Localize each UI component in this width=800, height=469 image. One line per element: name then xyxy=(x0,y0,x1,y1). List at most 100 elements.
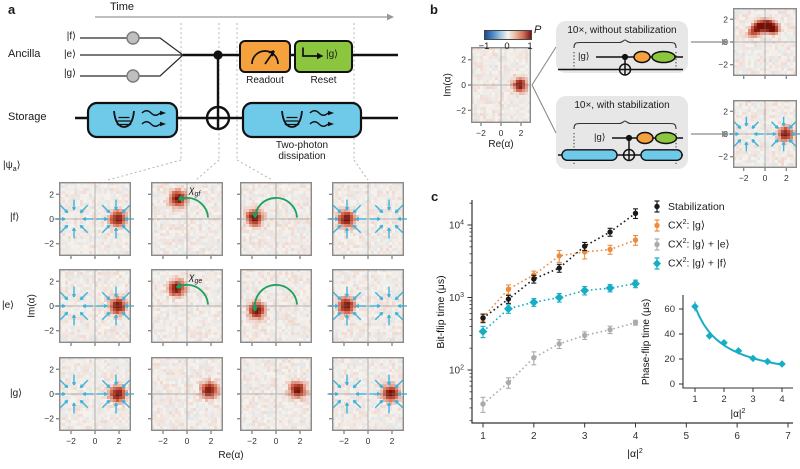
control-dot xyxy=(213,50,223,60)
wigner-colorbar xyxy=(484,30,532,40)
svg-text:4: 4 xyxy=(633,431,639,442)
meter-icon xyxy=(251,50,279,65)
psi-ancilla-label: |ψa⟩ xyxy=(3,160,21,173)
svg-text:104: 104 xyxy=(449,220,464,232)
reset-to-g-icon xyxy=(302,47,324,60)
svg-text:7: 7 xyxy=(785,431,791,442)
legend-label: CX2: |g⟩ + |e⟩ xyxy=(668,238,730,251)
wigner-cell-r1c3 xyxy=(324,264,407,351)
storage-dissipation-boxes xyxy=(86,101,363,139)
panel-b-re-axis-label: Re(α) xyxy=(488,139,514,150)
ancilla-label: Ancilla xyxy=(8,48,41,60)
cavity-well-icon xyxy=(113,110,166,128)
reset-label: Reset xyxy=(310,75,337,86)
wigner-b-initial xyxy=(451,42,534,140)
level-e-label: |e⟩ xyxy=(63,49,76,60)
svg-text:2: 2 xyxy=(721,394,726,405)
legend-marker-icon xyxy=(654,238,660,251)
legend-item-3: CX2: |g⟩ + |f⟩ xyxy=(651,254,730,273)
legend-label: CX2: |g⟩ + |f⟩ xyxy=(668,257,727,270)
svg-text:0: 0 xyxy=(670,379,675,390)
legend-marker-icon xyxy=(653,257,661,270)
svg-text:Phase-flip time (μs): Phase-flip time (μs) xyxy=(641,299,652,385)
readout-box xyxy=(239,40,291,73)
svg-text:103: 103 xyxy=(449,292,464,304)
wigner-cell-r1c2 xyxy=(232,264,315,351)
cnot-target-icon xyxy=(205,105,231,131)
svg-text:5: 5 xyxy=(684,431,690,442)
without-stabilization-title: 10×, without stabilization xyxy=(567,25,677,36)
dissipation-label-line1: Two-photon xyxy=(275,140,329,151)
panel-c-label: c xyxy=(431,189,439,204)
legend-item-1: CX2: |g⟩ xyxy=(651,216,730,235)
colorbar-p-label: P xyxy=(534,24,542,36)
svg-text:3: 3 xyxy=(582,431,588,442)
chart-legend: Stabilization CX2: |g⟩ CX2: |g⟩ + |e⟩ CX2: … xyxy=(651,197,730,273)
wigner-cell-r0c0 xyxy=(39,177,134,264)
svg-text:102: 102 xyxy=(449,365,464,377)
svg-text:20: 20 xyxy=(664,354,675,365)
chi-rotation-label: χge xyxy=(189,272,203,285)
bit-flip-time-chart: 1 2 3 4 5 6 7 |α|2 102 103 104 Bit-flip time (μs) 1 2… xyxy=(435,200,793,460)
reset-box xyxy=(294,40,353,73)
grid-im-axis-label: Im(α) xyxy=(26,294,38,318)
row-g-label: |g⟩ xyxy=(10,388,23,399)
wigner-cell-r2c1 xyxy=(143,352,226,448)
legend-item-0: Stabilization xyxy=(651,197,730,216)
drive-photon-icon xyxy=(126,69,140,83)
time-arrow xyxy=(95,13,394,21)
wigner-cell-r1c0 xyxy=(39,264,134,351)
wavy-arrow-icon xyxy=(141,110,166,127)
legend-item-2: CX2: |g⟩ + |e⟩ xyxy=(651,235,730,254)
readout-label: Readout xyxy=(246,75,284,86)
wigner-cell-r2c0 xyxy=(39,352,134,448)
svg-text:40: 40 xyxy=(664,329,675,340)
wigner-cell-r2c3 xyxy=(324,352,407,448)
chi-rotation-label: χgf xyxy=(189,185,201,198)
colorbar-tick-mid: 0 xyxy=(504,41,510,52)
legend-marker-icon xyxy=(654,200,660,213)
svg-text:60: 60 xyxy=(664,304,675,315)
time-axis-label: Time xyxy=(110,1,135,13)
svg-text:1: 1 xyxy=(692,394,697,405)
colorbar-tick-min: −1 xyxy=(478,41,490,52)
dissipation-box-2 xyxy=(241,101,363,139)
svg-text:1: 1 xyxy=(480,431,486,442)
without-box-g-state: |g⟩ xyxy=(578,51,590,62)
svg-text:|α|2: |α|2 xyxy=(731,408,746,420)
dissipation-label-line2: dissipation xyxy=(278,151,326,162)
svg-text:|α|2: |α|2 xyxy=(627,448,643,460)
ancilla-level-lines xyxy=(80,31,184,83)
wigner-b-without-result xyxy=(713,3,800,84)
svg-text:Bit-flip time (μs): Bit-flip time (μs) xyxy=(435,275,447,348)
wigner-cell-r1c1 xyxy=(143,264,226,351)
level-f-label: |f⟩ xyxy=(66,31,76,42)
storage-label: Storage xyxy=(8,111,47,123)
svg-text:3: 3 xyxy=(750,394,755,405)
legend-marker-icon xyxy=(654,219,660,232)
row-e-label: |e⟩ xyxy=(2,300,15,311)
quantum-wires xyxy=(75,50,398,131)
reset-state-label: |g⟩ xyxy=(326,49,339,60)
colorbar-tick-max: 1 xyxy=(527,41,533,52)
wigner-cell-r0c1 xyxy=(143,177,226,264)
svg-text:6: 6 xyxy=(734,431,740,442)
legend-label: CX2: |g⟩ xyxy=(668,219,705,232)
wigner-cell-r0c2 xyxy=(232,177,315,264)
legend-label: Stabilization xyxy=(668,200,725,213)
with-stabilization-title: 10×, with stabilization xyxy=(574,100,670,111)
drive-photon-icon xyxy=(126,31,140,45)
wigner-cell-r2c2 xyxy=(232,352,315,448)
grid-re-axis-label: Re(α) xyxy=(218,450,244,461)
panel-b-label: b xyxy=(430,2,438,17)
row-f-label: |f⟩ xyxy=(10,212,20,223)
svg-text:2: 2 xyxy=(531,431,537,442)
with-box-g-state: |g⟩ xyxy=(594,132,606,143)
panel-b-fork-lines xyxy=(531,46,557,134)
wigner-b-with-result xyxy=(713,95,800,185)
panel-a-label: a xyxy=(8,2,16,17)
wigner-cell-r0c3 xyxy=(324,177,407,264)
panel-b-im-axis-label: Im(α) xyxy=(442,73,454,97)
svg-text:4: 4 xyxy=(779,394,784,405)
